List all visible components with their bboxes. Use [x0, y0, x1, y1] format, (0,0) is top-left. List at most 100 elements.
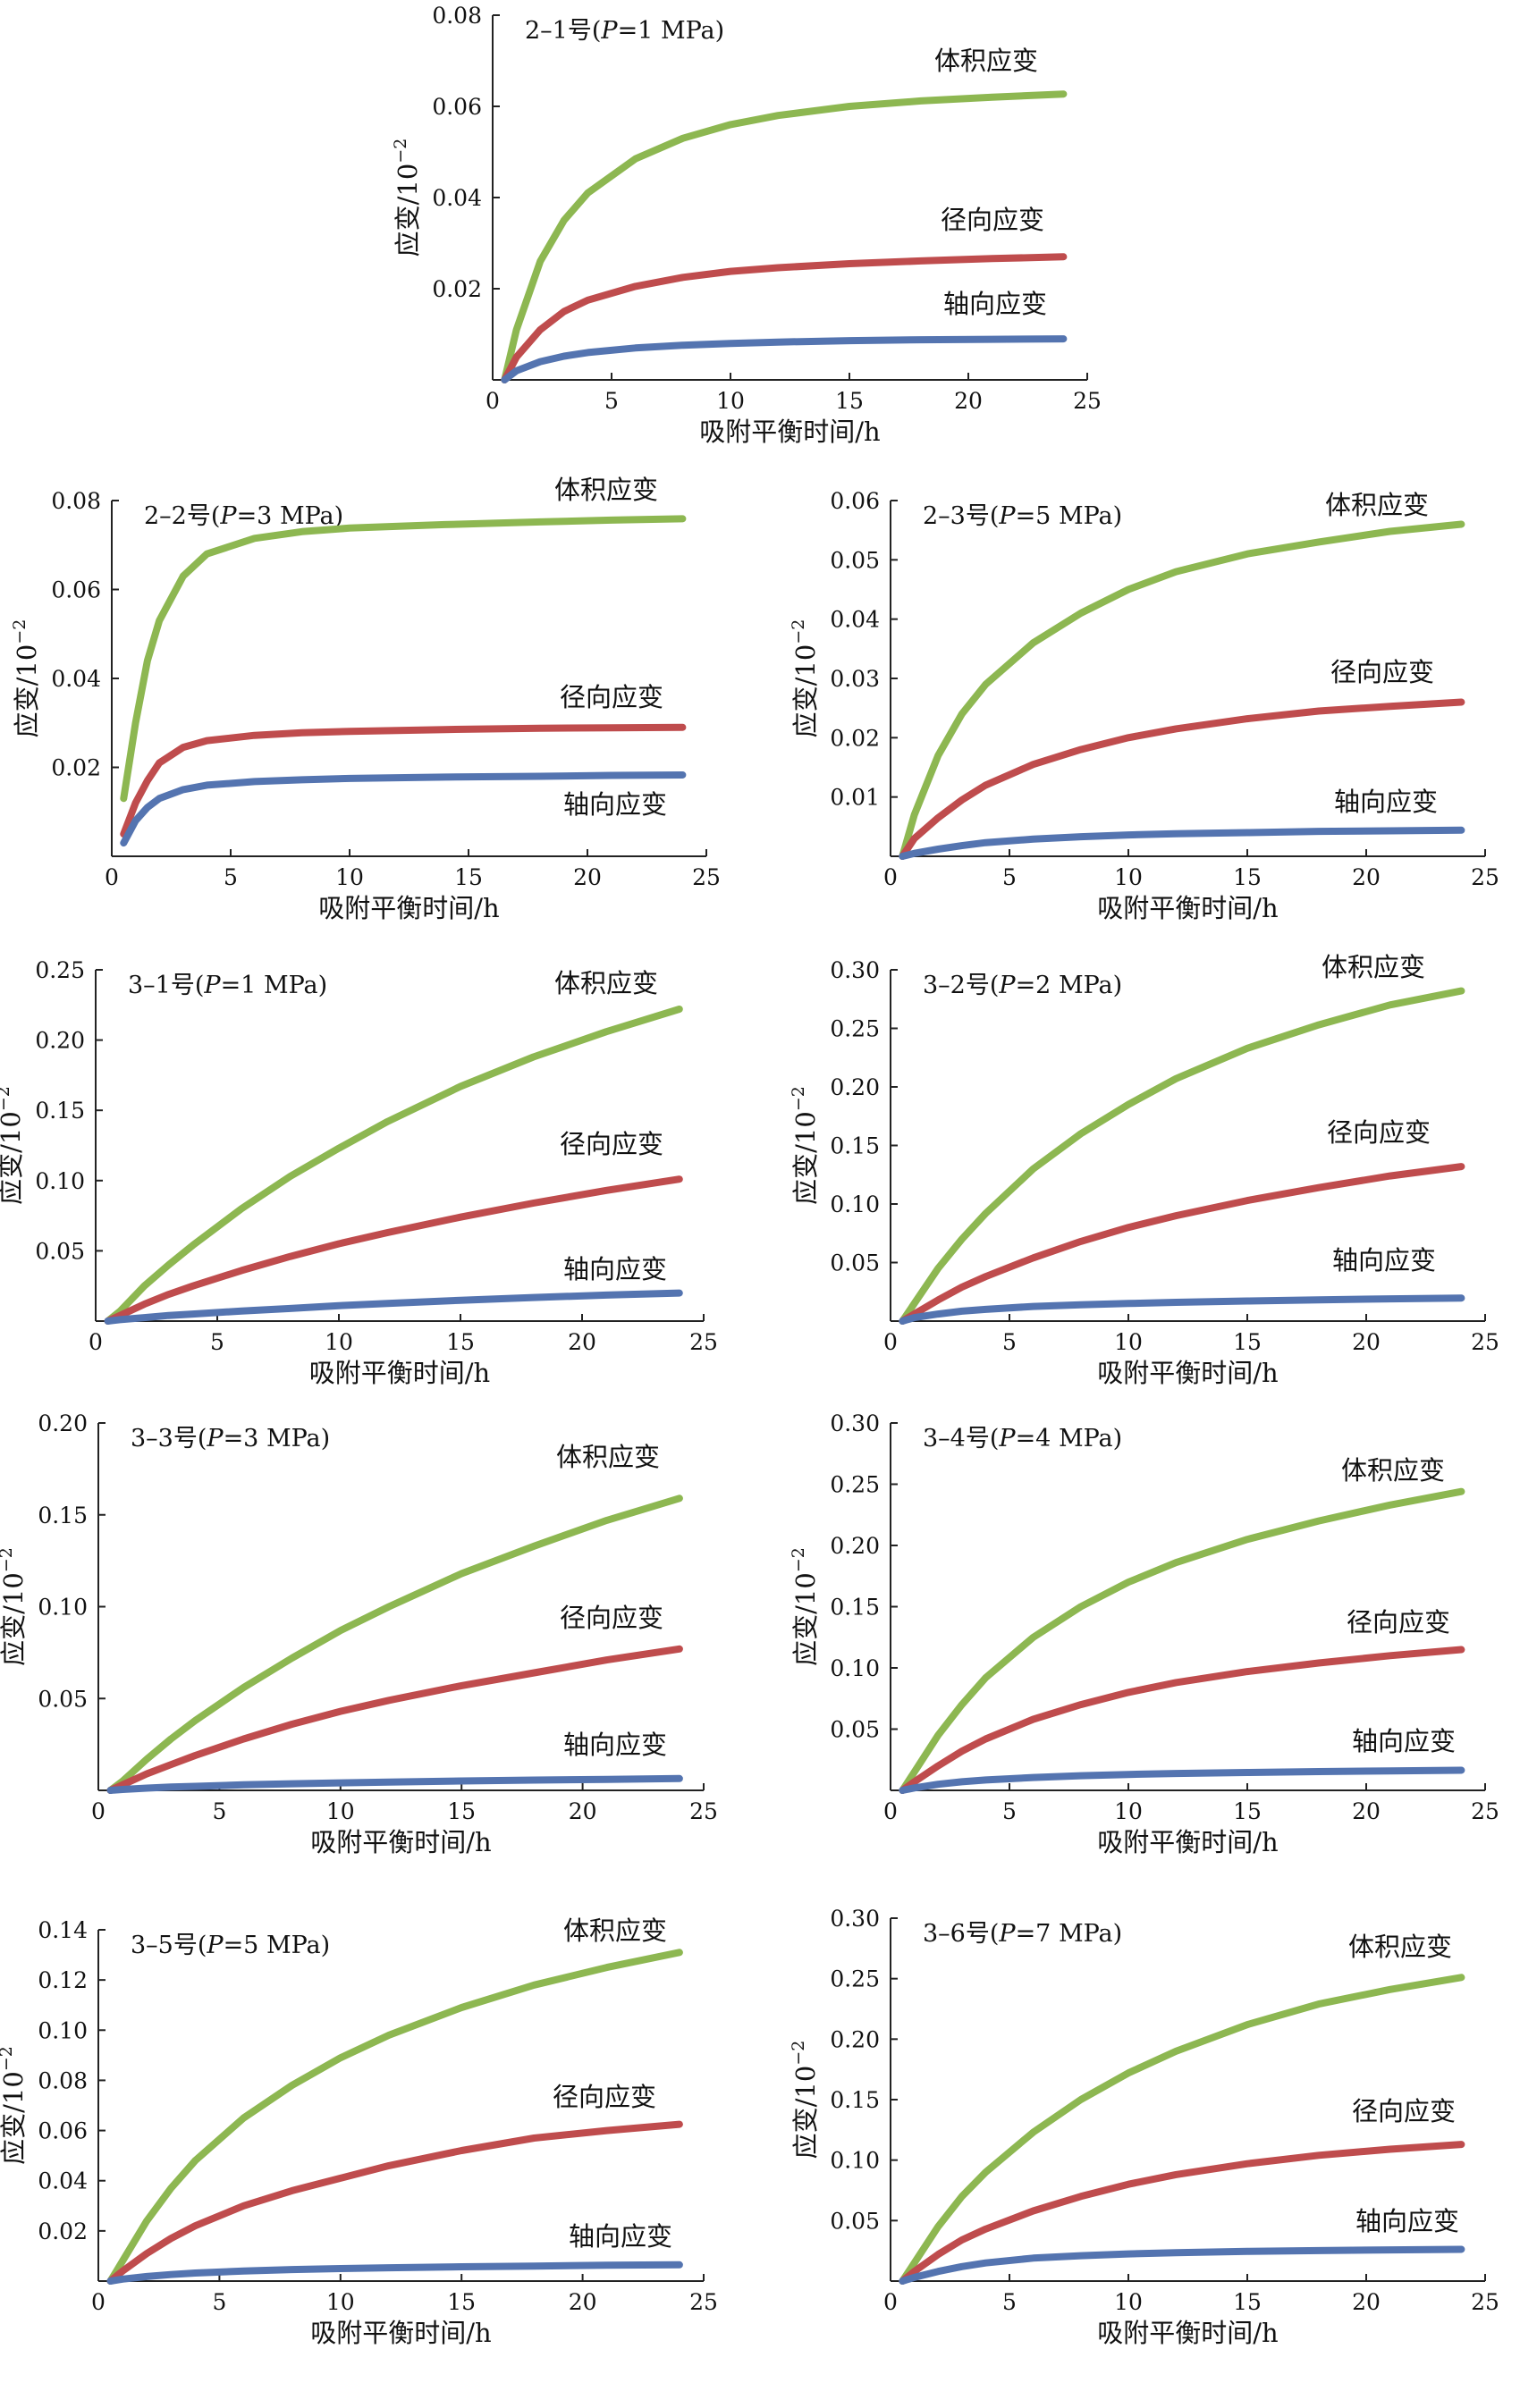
panel-title: 3–6号(P=7 MPa): [923, 1920, 1122, 1948]
x-tick-label: 0: [486, 388, 500, 414]
y-tick-label: 0.30: [830, 1410, 880, 1436]
x-tick-label: 10: [716, 388, 745, 414]
chart-panel-7: 0 5 10 15 20 25 0.05 0.10 0.15 0.20 0.25 0.30 吸附平衡时间…: [789, 1410, 1499, 1857]
panel-title: 3–1号(P=1 MPa): [128, 972, 327, 999]
y-tick-label: 0.15: [35, 1098, 85, 1124]
series-label-axial: 轴向应变: [1352, 1726, 1456, 1756]
x-tick-label: 20: [1352, 2289, 1381, 2315]
y-tick-label: 0.08: [51, 488, 101, 514]
x-axis-label: 吸附平衡时间/h: [318, 893, 499, 923]
series-label-volumetric: 体积应变: [1348, 1932, 1452, 1962]
y-tick-label: 0.25: [830, 1472, 880, 1498]
chart-panel-1: 0 5 10 15 20 25 0.02 0.04 0.06 0.08 吸附平衡时间/h 应变/10−…: [391, 3, 1102, 447]
y-tick-label: 0.05: [830, 1250, 880, 1276]
y-tick-label: 0.25: [35, 957, 85, 983]
series-line-radial: [501, 253, 1068, 383]
panel-title: 3–5号(P=5 MPa): [131, 1932, 330, 1959]
y-tick-label: 0.10: [830, 1655, 880, 1681]
series-line-volumetric: [899, 1974, 1465, 2285]
y-tick-label: 0.08: [432, 3, 482, 29]
chart-panel-5: 0 5 10 15 20 25 0.05 0.10 0.15 0.20 0.25 0.30 吸附平衡时间…: [789, 952, 1499, 1388]
series-label-axial: 轴向应变: [569, 2221, 672, 2252]
series-label-volumetric: 体积应变: [1325, 490, 1429, 520]
y-tick-label: 0.25: [830, 1016, 880, 1042]
series-label-volumetric: 体积应变: [556, 1442, 660, 1472]
series-label-radial: 径向应变: [941, 205, 1044, 235]
y-tick-label: 0.20: [38, 1410, 88, 1436]
series-line-volumetric: [899, 520, 1465, 860]
panel-title: 3–2号(P=2 MPa): [923, 972, 1122, 999]
y-axis-label: 应变/10−2: [0, 2046, 29, 2165]
y-tick-label: 0.30: [830, 1906, 880, 1932]
x-axis-label: 吸附平衡时间/h: [310, 2318, 491, 2348]
x-tick-label: 15: [447, 2289, 476, 2315]
y-tick-label: 0.04: [830, 607, 880, 633]
x-tick-label: 15: [1233, 1329, 1262, 1355]
y-tick-label: 0.20: [830, 1533, 880, 1559]
x-tick-label: 25: [1073, 388, 1102, 414]
y-tick-label: 0.06: [38, 2118, 88, 2144]
x-tick-label: 20: [573, 864, 602, 890]
series-line-axial: [899, 1294, 1465, 1325]
series-line-axial: [104, 1289, 683, 1325]
x-tick-label: 5: [212, 1798, 226, 1824]
series-label-radial: 径向应变: [1347, 1607, 1450, 1638]
chart-panel-6: 0 5 10 15 20 25 0.05 0.10 0.15 0.20 吸附平衡时间/h 应变/10−…: [0, 1410, 718, 1857]
x-tick-label: 0: [105, 864, 119, 890]
y-tick-label: 0.02: [51, 755, 101, 781]
y-tick-label: 0.02: [38, 2219, 88, 2244]
y-tick-label: 0.10: [830, 1191, 880, 1217]
y-tick-label: 0.20: [830, 2026, 880, 2052]
series-label-volumetric: 体积应变: [563, 1915, 667, 1946]
series-line-volumetric: [106, 1949, 683, 2285]
series-line-radial: [899, 1646, 1465, 1794]
y-tick-label: 0.04: [38, 2168, 88, 2194]
chart-panel-4: 0 5 10 15 20 25 0.05 0.10 0.15 0.20 0.25 吸附平衡时间/h 应变…: [0, 957, 718, 1388]
series-line-axial: [899, 826, 1465, 860]
x-tick-label: 0: [883, 1329, 898, 1355]
x-tick-label: 5: [1002, 1329, 1017, 1355]
panel-title: 2–1号(P=1 MPa): [525, 17, 724, 45]
series-line-axial: [106, 2261, 683, 2285]
x-tick-label: 25: [689, 1329, 718, 1355]
series-label-volumetric: 体积应变: [554, 475, 658, 505]
x-tick-label: 20: [568, 1329, 596, 1355]
x-tick-label: 25: [689, 1798, 718, 1824]
series-line-radial: [106, 2120, 683, 2285]
y-tick-label: 0.05: [830, 2208, 880, 2234]
y-tick-label: 0.10: [38, 2017, 88, 2043]
x-tick-label: 15: [1233, 864, 1262, 890]
panel-title: 2–2号(P=3 MPa): [144, 502, 343, 530]
x-axis-label: 吸附平衡时间/h: [1097, 1827, 1278, 1857]
x-tick-label: 25: [1471, 1798, 1499, 1824]
series-line-volumetric: [104, 1006, 683, 1325]
series-label-radial: 径向应变: [1327, 1117, 1431, 1148]
y-tick-label: 0.15: [830, 1595, 880, 1621]
x-tick-label: 10: [1114, 864, 1143, 890]
series-line-radial: [899, 2141, 1465, 2285]
y-tick-label: 0.10: [35, 1168, 85, 1194]
series-label-radial: 径向应变: [560, 682, 663, 712]
y-tick-label: 0.06: [51, 577, 101, 603]
y-tick-label: 0.12: [38, 1967, 88, 1993]
y-tick-label: 0.05: [830, 547, 880, 573]
x-tick-label: 0: [91, 1798, 106, 1824]
x-tick-label: 0: [883, 2289, 898, 2315]
series-label-radial: 径向应变: [1330, 657, 1434, 687]
x-tick-label: 20: [569, 1798, 597, 1824]
y-axis-label: 应变/10−2: [0, 1547, 29, 1666]
x-tick-label: 15: [1233, 1798, 1262, 1824]
series-line-volumetric: [120, 515, 687, 803]
y-axis-label: 应变/10−2: [10, 619, 42, 738]
chart-panel-8: 0 5 10 15 20 25 0.02 0.04 0.06 0.08 0.10 0.12 0.14 吸附…: [0, 1915, 718, 2348]
series-label-volumetric: 体积应变: [1341, 1455, 1445, 1486]
series-line-volumetric: [106, 1494, 683, 1794]
x-tick-label: 25: [692, 864, 721, 890]
x-tick-label: 20: [1352, 864, 1381, 890]
x-tick-label: 5: [604, 388, 619, 414]
x-tick-label: 25: [689, 2289, 718, 2315]
x-tick-label: 0: [91, 2289, 106, 2315]
series-line-volumetric: [501, 90, 1068, 383]
y-tick-label: 0.05: [38, 1686, 88, 1712]
